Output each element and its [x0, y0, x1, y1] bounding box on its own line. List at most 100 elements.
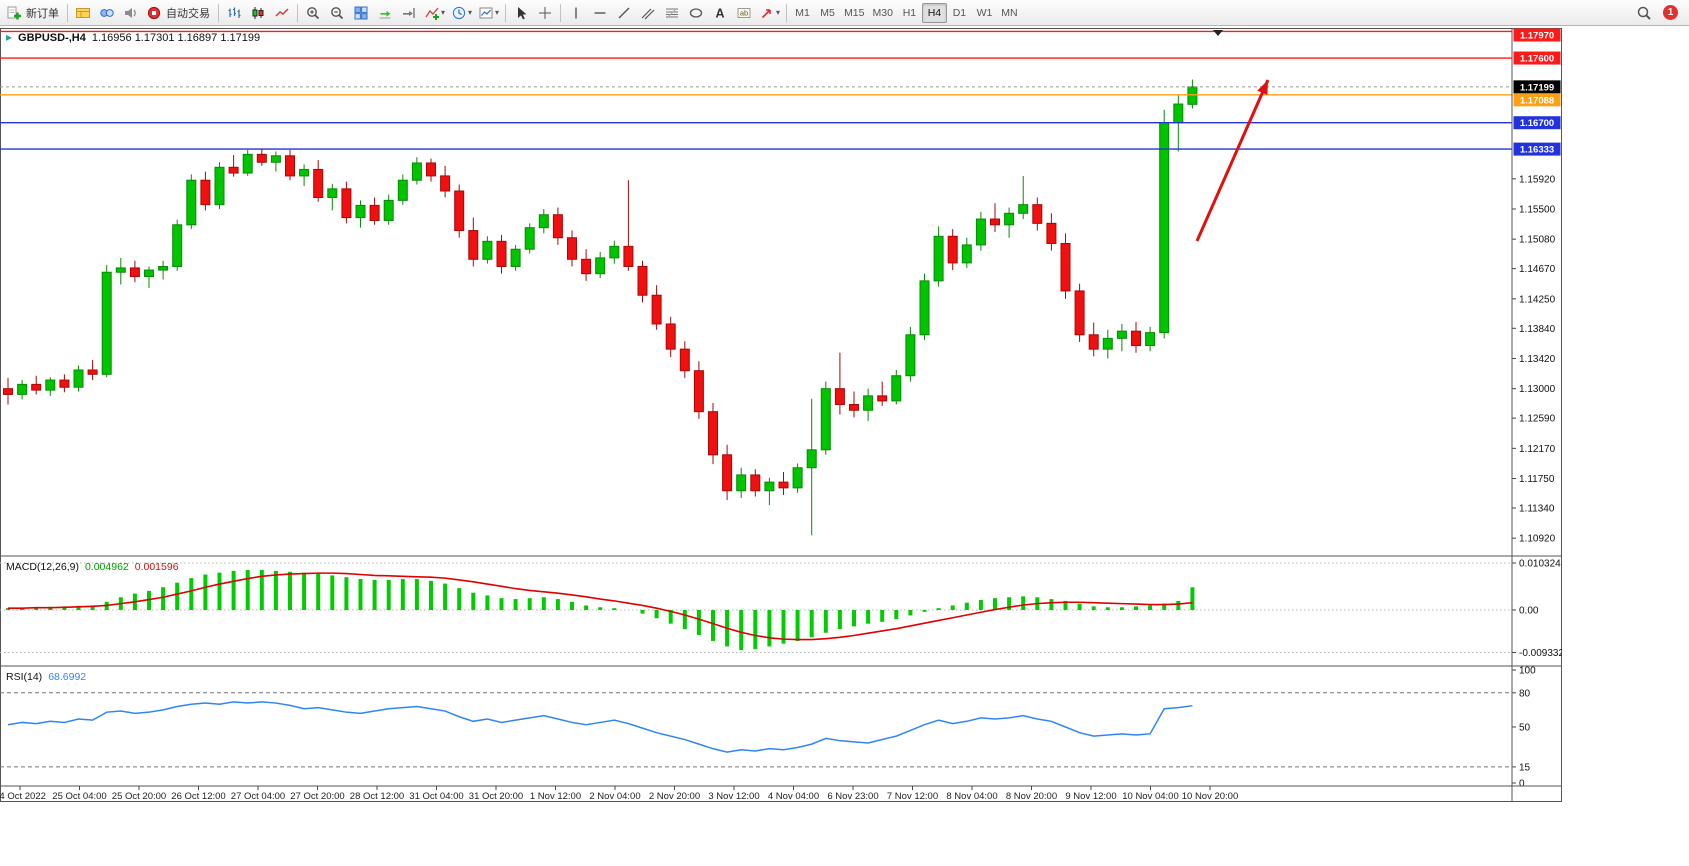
templates-icon — [478, 5, 494, 21]
timeframe-h4-button[interactable]: H4 — [921, 2, 947, 23]
autotrading-button[interactable]: 自动交易 — [143, 2, 215, 24]
price-scale[interactable]: 1.15920 1.15500 1.15080 1.14670 1.14250 1.138… — [1512, 28, 1562, 790]
vertical-line-button[interactable] — [564, 2, 588, 24]
chart-shift-marker[interactable] — [1213, 30, 1223, 36]
svg-text:26 Oct 12:00: 26 Oct 12:00 — [171, 791, 225, 802]
macd-histogram-bar — [978, 599, 983, 610]
candle — [214, 166, 225, 206]
trendline-icon — [616, 5, 632, 21]
new-order-button[interactable]: 新订单 — [3, 2, 64, 24]
candle — [834, 388, 845, 405]
macd-histogram-bar — [1119, 607, 1124, 610]
cursor-button[interactable] — [509, 2, 533, 24]
timeframe-mn-button[interactable]: MN — [997, 3, 1022, 23]
svg-text:1.17199: 1.17199 — [1520, 82, 1554, 93]
candle — [595, 257, 606, 275]
macd-histogram-bar — [936, 608, 941, 610]
macd-histogram-bar — [739, 610, 744, 651]
svg-text:4 Nov 04:00: 4 Nov 04:00 — [768, 791, 819, 802]
timeframe-m30-button[interactable]: M30 — [869, 3, 897, 23]
trend-arrow-annotation[interactable] — [1195, 79, 1270, 242]
macd-histogram-bar — [781, 610, 786, 644]
svg-text:1.13840: 1.13840 — [1519, 324, 1556, 335]
svg-text:2 Nov 20:00: 2 Nov 20:00 — [649, 791, 700, 802]
candle — [581, 258, 592, 275]
auto-scroll-button[interactable] — [373, 2, 397, 24]
tile-windows-button[interactable] — [349, 2, 373, 24]
timeframe-m5-button[interactable]: M5 — [815, 3, 840, 23]
macd-histogram-bar — [795, 610, 800, 641]
candle — [1116, 330, 1127, 339]
candle — [115, 267, 126, 273]
svg-text:3 Nov 12:00: 3 Nov 12:00 — [708, 791, 759, 802]
chart-shift-button[interactable] — [397, 2, 421, 24]
macd-histogram-bar — [344, 577, 349, 610]
line-chart-button[interactable] — [270, 2, 294, 24]
arrows-button[interactable]: ▾ — [756, 2, 783, 24]
candles-layer — [3, 79, 1198, 536]
candle — [496, 240, 507, 267]
bar-chart-button[interactable] — [222, 2, 246, 24]
timeframe-h1-button[interactable]: H1 — [897, 3, 922, 23]
periods-button[interactable]: ▾ — [448, 2, 475, 24]
search-button[interactable] — [1632, 2, 1656, 24]
candle — [1159, 122, 1170, 334]
bid-price-box: 1.17199 — [1513, 80, 1561, 94]
timeframe-w1-button[interactable]: W1 — [972, 3, 997, 23]
macd-histogram-bar — [34, 607, 39, 610]
svg-text:31 Oct 04:00: 31 Oct 04:00 — [409, 791, 463, 802]
strategy-tester-button[interactable] — [95, 2, 119, 24]
candle — [552, 214, 563, 239]
timeframe-d1-button[interactable]: D1 — [947, 3, 972, 23]
macd-histogram-bar — [1134, 606, 1138, 610]
one-click-trading-toggle[interactable]: ▸ — [6, 30, 13, 44]
hline-icon — [592, 5, 608, 21]
macd-histogram-bar — [358, 579, 363, 610]
timeframe-m15-button[interactable]: M15 — [840, 3, 868, 23]
candle — [285, 155, 295, 177]
svg-text:28 Oct 12:00: 28 Oct 12:00 — [350, 791, 404, 802]
candle — [144, 269, 154, 278]
macd-histogram-bar — [1190, 587, 1195, 610]
zoom-out-button[interactable] — [325, 2, 349, 24]
candle — [947, 235, 958, 264]
price-chart-canvas[interactable]: 1.15920 1.15500 1.15080 1.14670 1.14250 1.138… — [0, 28, 1562, 802]
fibonacci-button[interactable] — [660, 2, 684, 24]
text-button[interactable]: A — [708, 2, 732, 24]
label-button[interactable]: ab — [732, 2, 756, 24]
candlestick-chart-button[interactable] — [246, 2, 270, 24]
price-box-orange-level-line: 1.17088 — [1513, 93, 1561, 107]
crosshair-button[interactable] — [533, 2, 557, 24]
macd-histogram-bar — [231, 570, 236, 610]
svg-text:-0.009332: -0.009332 — [1519, 648, 1562, 659]
terminal-icon — [75, 5, 91, 21]
toolbar-separator — [505, 3, 507, 22]
macd-histogram-bar — [316, 573, 321, 610]
candle — [397, 179, 408, 201]
candle — [778, 481, 789, 489]
alerts-button[interactable] — [119, 2, 143, 24]
timeframe-m1-button[interactable]: M1 — [790, 3, 815, 23]
candle — [1088, 334, 1099, 350]
macd-histogram-bar — [950, 605, 955, 610]
svg-text:8 Nov 04:00: 8 Nov 04:00 — [946, 791, 997, 802]
terminal-button[interactable] — [71, 2, 95, 24]
svg-text:31 Oct 20:00: 31 Oct 20:00 — [469, 791, 523, 802]
channel-button[interactable] — [636, 2, 660, 24]
macd-histogram-bar — [330, 575, 335, 610]
shapes-button[interactable] — [684, 2, 708, 24]
time-axis[interactable]: 24 Oct 2022 25 Oct 04:00 25 Oct 20:00 26 Oc… — [0, 786, 1238, 802]
candle — [172, 224, 183, 267]
zoom-in-button[interactable] — [301, 2, 325, 24]
macd-histogram-bar — [76, 605, 81, 610]
svg-text:8 Nov 20:00: 8 Nov 20:00 — [1006, 791, 1057, 802]
templates-button[interactable]: ▾ — [475, 2, 502, 24]
horizontal-line-button[interactable] — [588, 2, 612, 24]
svg-text:1.14250: 1.14250 — [1519, 294, 1556, 305]
candle — [200, 179, 211, 206]
trendline-button[interactable] — [612, 2, 636, 24]
indicators-button[interactable]: ▾ — [421, 2, 448, 24]
svg-text:25 Oct 04:00: 25 Oct 04:00 — [52, 791, 106, 802]
notification-badge[interactable]: 1 — [1663, 5, 1678, 20]
